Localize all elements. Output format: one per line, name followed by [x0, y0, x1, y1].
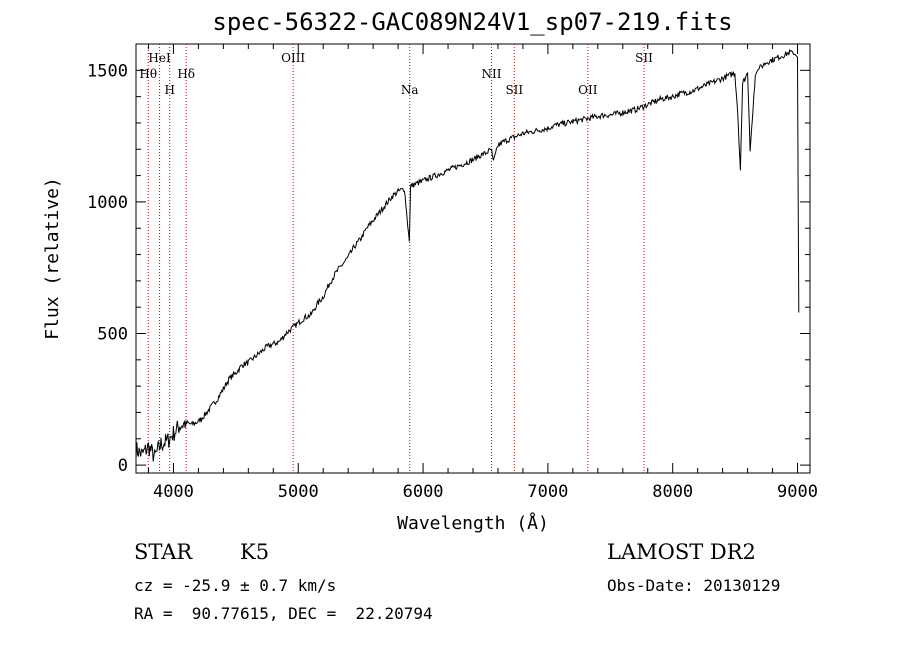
y-axis-label: Flux (relative): [42, 177, 63, 340]
y-tick-label: 0: [118, 456, 128, 476]
obs-date: Obs-Date: 20130129: [607, 576, 781, 595]
chart-title: spec-56322-GAC089N24V1_sp07-219.fits: [212, 8, 733, 36]
reference-line-label-5: Na: [401, 83, 419, 97]
redshift-readout: cz = -25.9 ± 0.7 km/s: [134, 576, 337, 595]
reference-line-label-8: OII: [578, 83, 598, 97]
y-tick-label: 1500: [87, 61, 128, 81]
object-class: STAR: [134, 540, 193, 564]
coordinates: RA = 90.77615, DEC = 22.20794: [134, 604, 433, 623]
x-axis-label: Wavelength (Å): [397, 512, 549, 534]
object-subclass: K5: [240, 540, 270, 564]
x-tick-label: 6000: [403, 482, 444, 502]
plot-frame: [135, 43, 811, 474]
axes: 4000 5000 6000 7000 8000 9000 0 500 1000 1500: [87, 44, 818, 502]
reference-line-label-6: NII: [481, 67, 501, 81]
survey-name: LAMOST DR2: [607, 540, 756, 564]
x-tick-label: 8000: [652, 482, 693, 502]
spectrum-series: [135, 48, 800, 462]
y-tick-label: 1000: [87, 193, 128, 213]
reference-line-label-2: H: [164, 83, 174, 97]
x-tick-label: 7000: [527, 482, 568, 502]
x-tick-label: 4000: [153, 482, 194, 502]
y-tick-label: 500: [97, 325, 128, 345]
reference-line-label-3: Hδ: [177, 67, 195, 81]
reference-line-label-0: Hθ: [139, 67, 157, 81]
plot-border: [135, 43, 811, 474]
reference-line-label-7: SII: [505, 83, 523, 97]
reference-line-label-9: SII: [635, 51, 653, 65]
reference-lines: Hθ HeI HHδ OIII Na NII SII OII SII: [139, 44, 653, 473]
x-tick-label: 5000: [278, 482, 319, 502]
x-tick-label: 9000: [777, 482, 818, 502]
reference-line-label-4: OIII: [281, 51, 305, 65]
reference-line-label-1: HeI: [148, 51, 171, 65]
spectrum-line: [135, 48, 800, 462]
